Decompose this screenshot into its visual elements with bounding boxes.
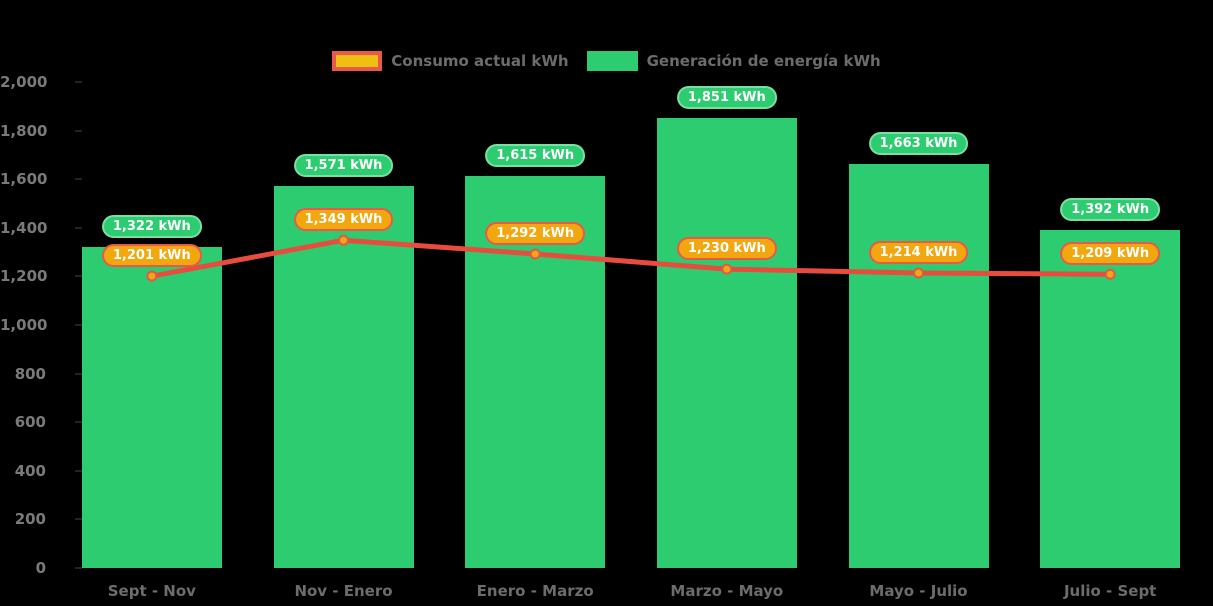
x-axis-label: Enero - Marzo xyxy=(476,582,594,600)
y-axis-tick xyxy=(75,129,82,132)
consumo-line-swatch-icon xyxy=(332,51,383,71)
y-axis-tick xyxy=(75,178,82,181)
generation-bar[interactable] xyxy=(848,163,989,568)
y-axis-tick xyxy=(75,518,82,521)
consumption-point-marker[interactable] xyxy=(1104,268,1116,280)
y-axis-tick xyxy=(75,372,82,375)
y-axis-label: 200 xyxy=(14,510,46,529)
generation-bar[interactable] xyxy=(656,118,797,568)
y-axis-tick xyxy=(75,81,82,83)
consumption-value-pill: 1,214 kWh xyxy=(868,240,969,264)
y-axis-tick xyxy=(75,324,82,326)
y-axis-tick xyxy=(75,567,82,569)
generation-value-pill: 1,322 kWh xyxy=(101,214,202,238)
consumption-value-pill: 1,230 kWh xyxy=(676,237,777,261)
consumption-point-marker[interactable] xyxy=(146,270,158,282)
consumption-point-marker[interactable] xyxy=(529,248,541,260)
legend-item-consumo[interactable]: Consumo actual kWh xyxy=(332,51,569,71)
x-axis-label: Marzo - Mayo xyxy=(670,582,784,600)
generation-value-pill: 1,851 kWh xyxy=(676,86,777,110)
consumption-point-marker[interactable] xyxy=(338,234,349,246)
generation-value-pill: 1,392 kWh xyxy=(1060,197,1161,221)
y-axis-label: 800 xyxy=(14,364,46,383)
x-axis-label: Julio - Sept xyxy=(1063,582,1157,600)
legend-item-generacion[interactable]: Generación de energía kWh xyxy=(586,51,881,71)
legend: Consumo actual kWh Generación de energía… xyxy=(0,51,1213,71)
y-axis-label: 1,800 xyxy=(0,121,48,140)
consumption-value-pill: 1,349 kWh xyxy=(293,208,394,232)
y-axis-label: 2,000 xyxy=(0,73,48,91)
y-axis-label: 600 xyxy=(14,413,46,432)
y-axis-label: 1,000 xyxy=(0,316,48,334)
legend-label-consumo: Consumo actual kWh xyxy=(391,52,569,70)
generation-value-pill: 1,571 kWh xyxy=(293,154,394,178)
y-axis-label: 0 xyxy=(35,559,46,577)
generation-value-pill: 1,615 kWh xyxy=(485,143,586,167)
y-axis-tick xyxy=(75,421,82,424)
generation-bar[interactable] xyxy=(81,246,222,568)
consumption-value-pill: 1,292 kWh xyxy=(485,222,586,246)
y-axis-label: 1,400 xyxy=(0,218,48,237)
generation-value-pill: 1,663 kWh xyxy=(868,131,969,155)
y-axis-label: 1,600 xyxy=(0,170,48,189)
y-axis-label: 400 xyxy=(14,461,46,480)
consumption-point-marker[interactable] xyxy=(913,267,924,279)
x-axis-label: Sept - Nov xyxy=(107,582,196,600)
x-axis-label: Mayo - Julio xyxy=(869,582,968,600)
generation-bar[interactable] xyxy=(1040,229,1181,568)
y-axis-tick xyxy=(75,226,82,229)
consumption-value-pill: 1,209 kWh xyxy=(1060,242,1161,266)
y-axis-tick xyxy=(75,469,82,472)
legend-label-generacion: Generación de energía kWh xyxy=(646,52,881,70)
generacion-bar-swatch-icon xyxy=(586,51,638,71)
consumption-value-pill: 1,201 kWh xyxy=(101,244,202,268)
x-axis-label: Nov - Enero xyxy=(294,582,393,600)
y-axis-tick xyxy=(75,275,82,278)
y-axis-label: 1,200 xyxy=(0,267,48,286)
consumption-point-marker[interactable] xyxy=(721,263,733,275)
